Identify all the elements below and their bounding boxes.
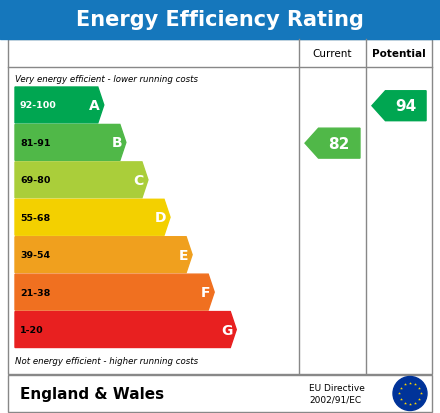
Bar xyxy=(8,375,432,412)
Text: C: C xyxy=(134,173,144,188)
Polygon shape xyxy=(15,275,214,310)
Text: 81-91: 81-91 xyxy=(20,138,51,147)
Text: Energy Efficiency Rating: Energy Efficiency Rating xyxy=(76,10,364,30)
Text: Not energy efficient - higher running costs: Not energy efficient - higher running co… xyxy=(15,357,198,366)
Text: 21-38: 21-38 xyxy=(20,288,50,297)
Text: 94: 94 xyxy=(395,99,416,114)
Polygon shape xyxy=(15,125,126,161)
Bar xyxy=(0,0,440,40)
Text: Potential: Potential xyxy=(372,49,426,59)
Text: 1-20: 1-20 xyxy=(20,325,44,334)
Polygon shape xyxy=(15,200,170,236)
Polygon shape xyxy=(15,312,236,348)
Text: Very energy efficient - lower running costs: Very energy efficient - lower running co… xyxy=(15,74,198,83)
Text: Current: Current xyxy=(313,49,352,59)
Polygon shape xyxy=(15,162,148,198)
Text: G: G xyxy=(221,323,232,337)
Text: B: B xyxy=(111,136,122,150)
Bar xyxy=(8,40,432,374)
Polygon shape xyxy=(15,88,104,123)
Text: A: A xyxy=(89,99,100,113)
Text: F: F xyxy=(201,285,210,299)
Polygon shape xyxy=(305,129,360,159)
Text: 92-100: 92-100 xyxy=(20,101,57,110)
Text: E: E xyxy=(179,248,188,262)
Text: 55-68: 55-68 xyxy=(20,213,50,222)
Text: 69-80: 69-80 xyxy=(20,176,50,185)
Polygon shape xyxy=(15,237,192,273)
Text: 39-54: 39-54 xyxy=(20,251,50,259)
Text: D: D xyxy=(154,211,166,225)
Polygon shape xyxy=(372,92,426,121)
Circle shape xyxy=(393,377,427,411)
Text: 82: 82 xyxy=(329,136,350,151)
Text: EU Directive
2002/91/EC: EU Directive 2002/91/EC xyxy=(309,383,365,404)
Text: England & Wales: England & Wales xyxy=(20,386,164,401)
